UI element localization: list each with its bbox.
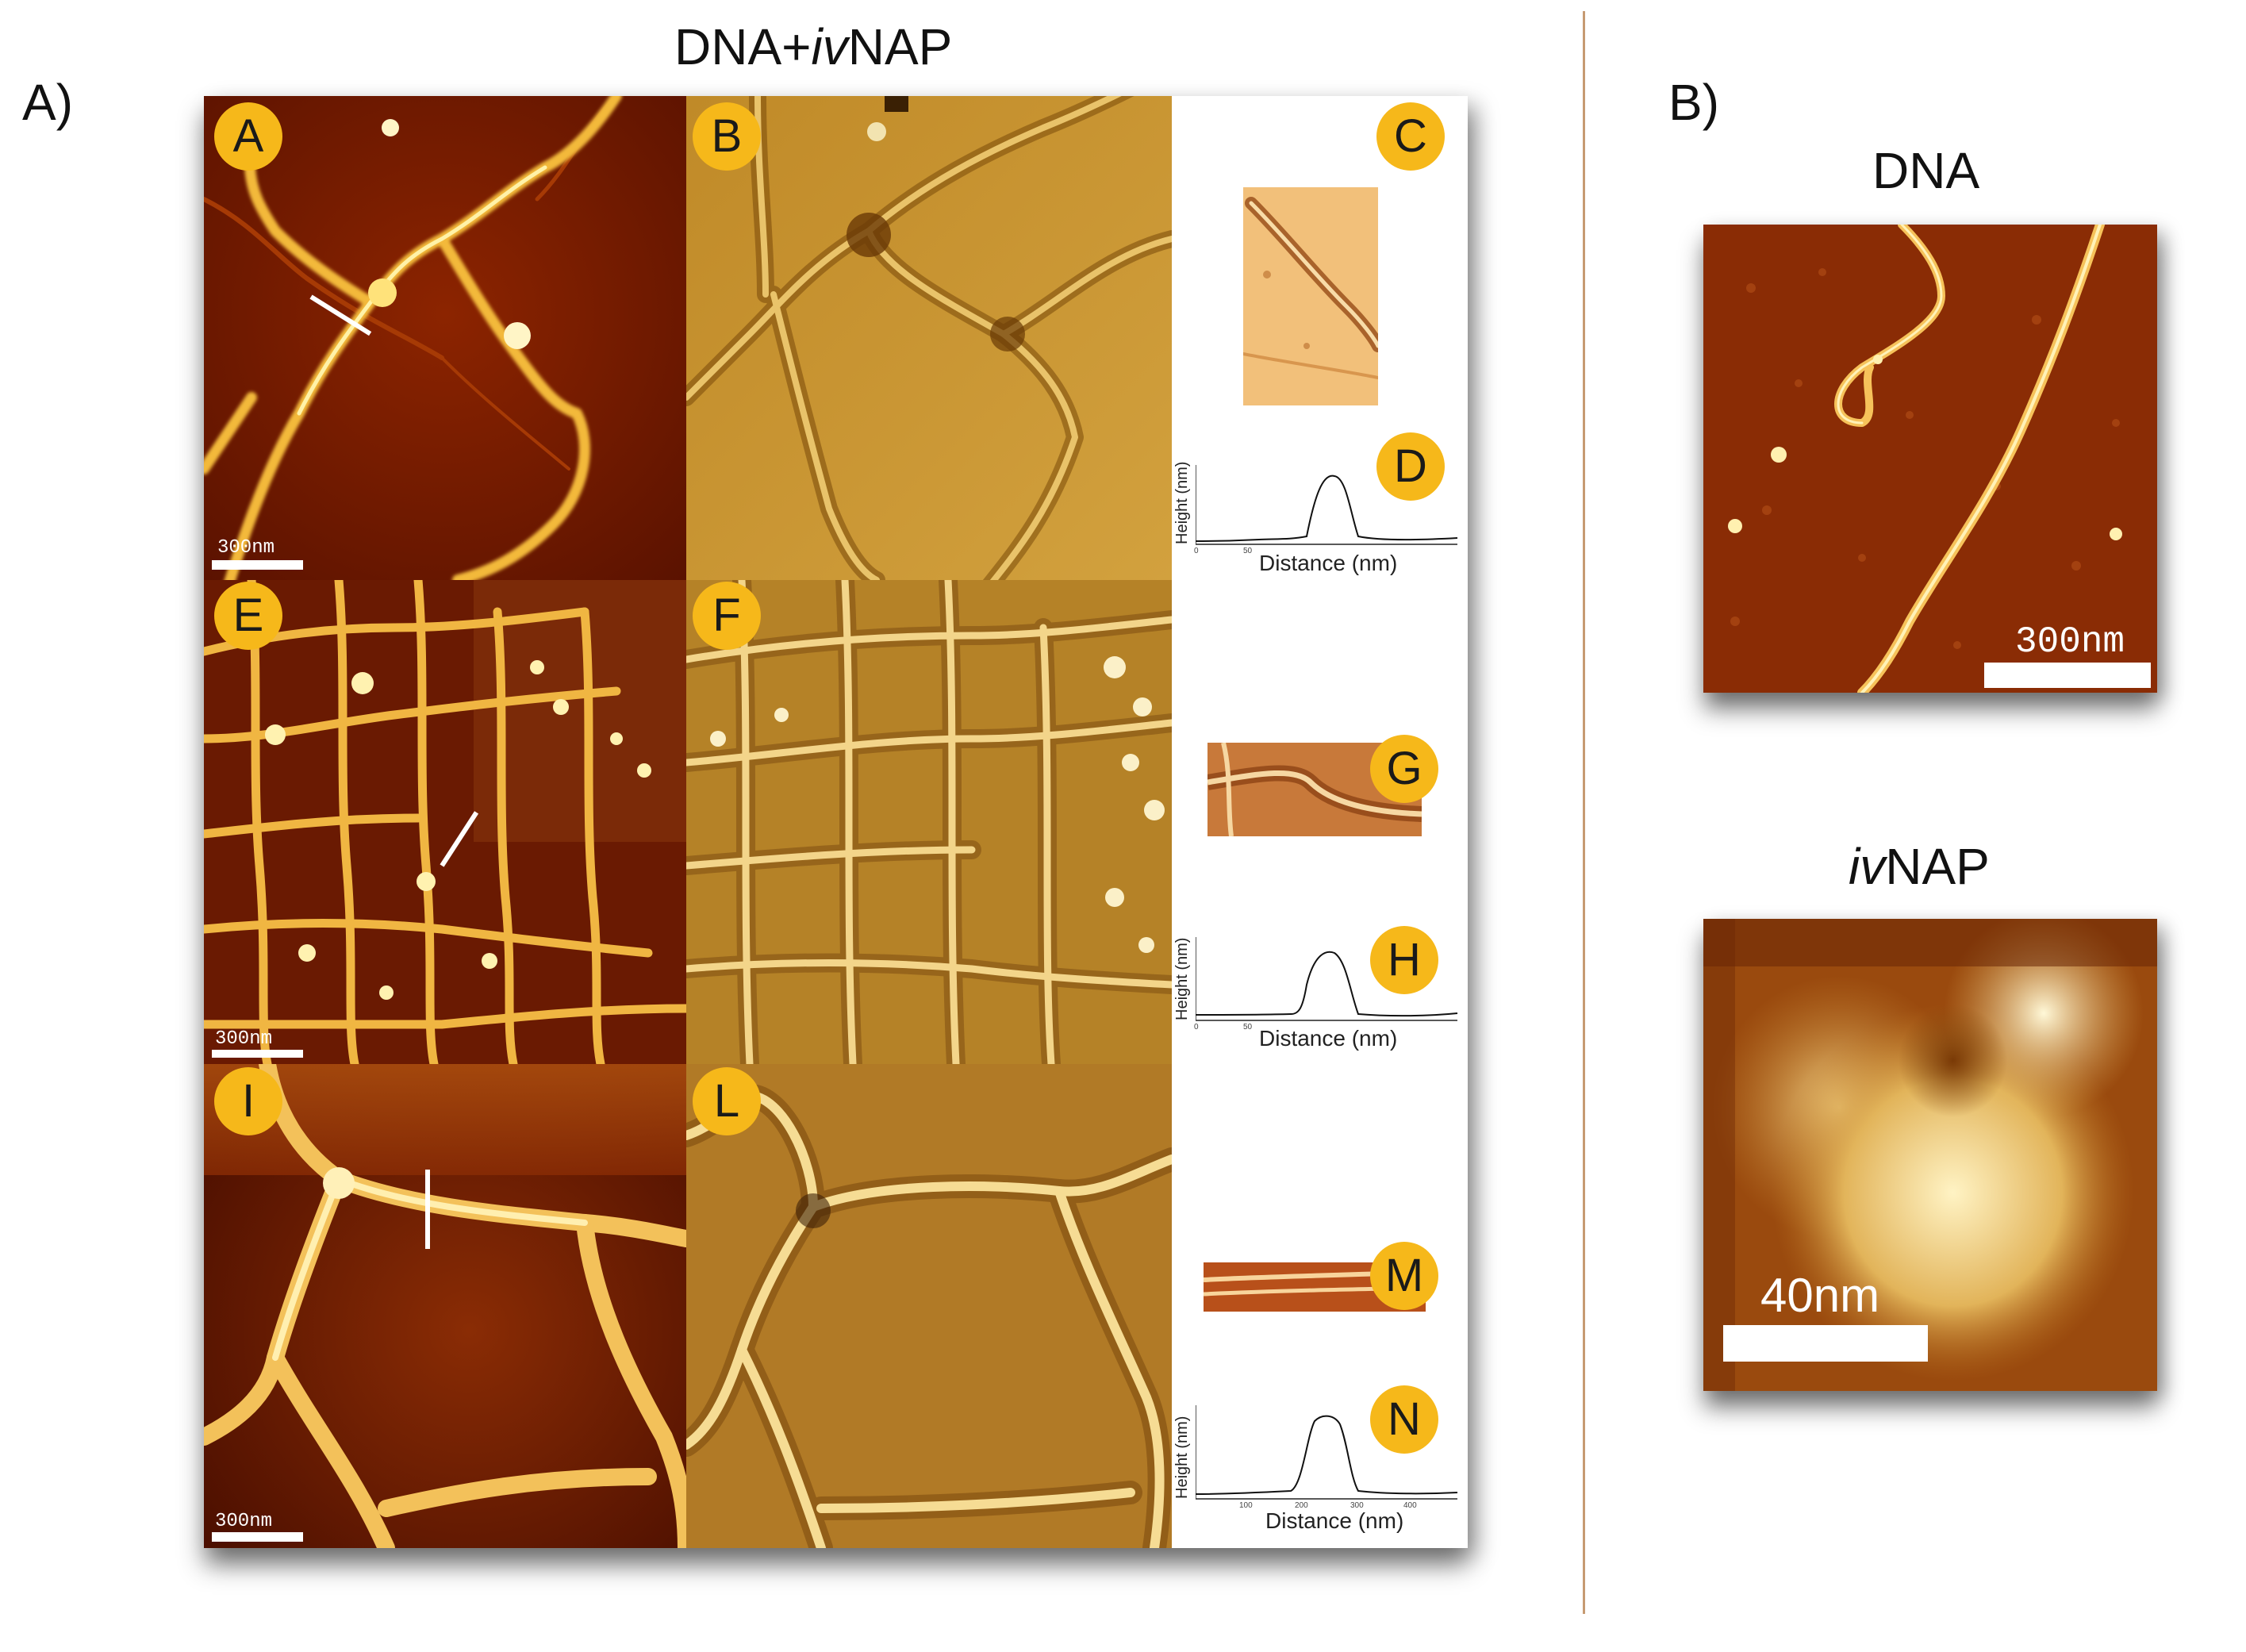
badge-b: B — [693, 102, 761, 171]
scalebar-a — [212, 560, 303, 570]
height-profile-d: 0 50 Height (nm) Distance (nm) — [1173, 462, 1461, 576]
profile-h-ylabel: Height (nm) — [1173, 937, 1191, 1020]
profile-h-xtick-0: 0 — [1194, 1023, 1199, 1032]
badge-n: N — [1370, 1385, 1438, 1454]
profile-n-xtick-1: 200 — [1295, 1501, 1308, 1510]
profile-n-xtick-2: 300 — [1350, 1501, 1364, 1510]
height-profile-h: 0 50 Height (nm) Distance (nm) — [1173, 937, 1461, 1051]
badge-g: G — [1370, 735, 1438, 803]
afm-height-image-e: 300nm — [204, 580, 686, 1064]
scalebar-label-e: 300nm — [215, 1028, 273, 1050]
badge-h: H — [1370, 926, 1438, 994]
afm-height-image-a: 300nm — [204, 96, 686, 580]
profile-d-ylabel: Height (nm) — [1173, 461, 1191, 544]
afm-phase-image-f — [686, 580, 1172, 1064]
zoom-and-profile-column-3: 100 200 300 400 Height (nm) Distance (nm… — [1172, 1064, 1468, 1548]
scalebar-e — [212, 1050, 303, 1058]
badge-f: F — [693, 582, 761, 650]
badge-m: M — [1370, 1242, 1438, 1310]
profile-h-xtick-1: 50 — [1243, 1023, 1253, 1032]
title-b-ivnap-italic: iv — [1849, 838, 1886, 895]
scalebar-ivnap — [1723, 1325, 1928, 1362]
scalebar-label-ivnap: 40nm — [1760, 1269, 1880, 1322]
zoom-image-c — [1243, 187, 1378, 405]
scalebar-label-dna: 300nm — [2015, 621, 2125, 663]
badge-d: D — [1376, 432, 1445, 501]
profile-d-xtick-1: 50 — [1243, 547, 1253, 555]
title-a-italic: iv — [811, 18, 848, 75]
profile-h-xlabel: Distance (nm) — [1259, 1026, 1398, 1051]
badge-c: C — [1376, 102, 1445, 171]
title-a-prefix: DNA+ — [674, 18, 812, 75]
title-b-ivnap-suffix: NAP — [1885, 838, 1990, 895]
scalebar-i — [212, 1532, 303, 1542]
part-a-title: DNA+ivNAP — [674, 17, 952, 76]
afm-phase-image-b — [686, 96, 1172, 580]
panel-divider — [1583, 11, 1585, 1614]
afm-image-ivnap: 40nm — [1703, 919, 2157, 1391]
badge-a: A — [214, 102, 282, 171]
title-a-suffix: NAP — [847, 18, 953, 75]
profile-n-xlabel: Distance (nm) — [1265, 1508, 1404, 1533]
height-profile-n: 100 200 300 400 Height (nm) Distance (nm… — [1173, 1405, 1461, 1533]
profile-d-xtick-0: 0 — [1194, 547, 1199, 555]
part-a-label: A) — [22, 74, 73, 131]
part-b-label: B) — [1668, 74, 1719, 131]
profile-d-xlabel: Distance (nm) — [1259, 551, 1398, 575]
scalebar-label-a: 300nm — [217, 537, 275, 559]
badge-l: L — [693, 1067, 761, 1135]
afm-phase-image-l — [686, 1064, 1172, 1548]
part-b-dna-title: DNA — [1872, 142, 1980, 199]
profile-n-xtick-0: 100 — [1239, 1501, 1253, 1510]
afm-panel-grid: 300nm — [204, 96, 1468, 1548]
afm-height-image-i: 300nm — [204, 1064, 686, 1548]
profile-n-ylabel: Height (nm) — [1173, 1416, 1191, 1499]
scalebar-dna — [1984, 663, 2151, 688]
scalebar-label-i: 300nm — [215, 1511, 273, 1532]
afm-image-dna: 300nm — [1703, 225, 2157, 693]
part-b-ivnap-title: ivNAP — [1849, 837, 1990, 896]
zoom-and-profile-column-2: 0 50 Height (nm) Distance (nm) — [1172, 580, 1468, 1064]
badge-e: E — [214, 582, 282, 650]
zoom-and-profile-column-1: 0 50 Height (nm) Distance (nm) — [1172, 96, 1468, 580]
profile-n-xtick-3: 400 — [1403, 1501, 1417, 1510]
linecut-i — [425, 1170, 430, 1249]
badge-i: I — [214, 1067, 282, 1135]
